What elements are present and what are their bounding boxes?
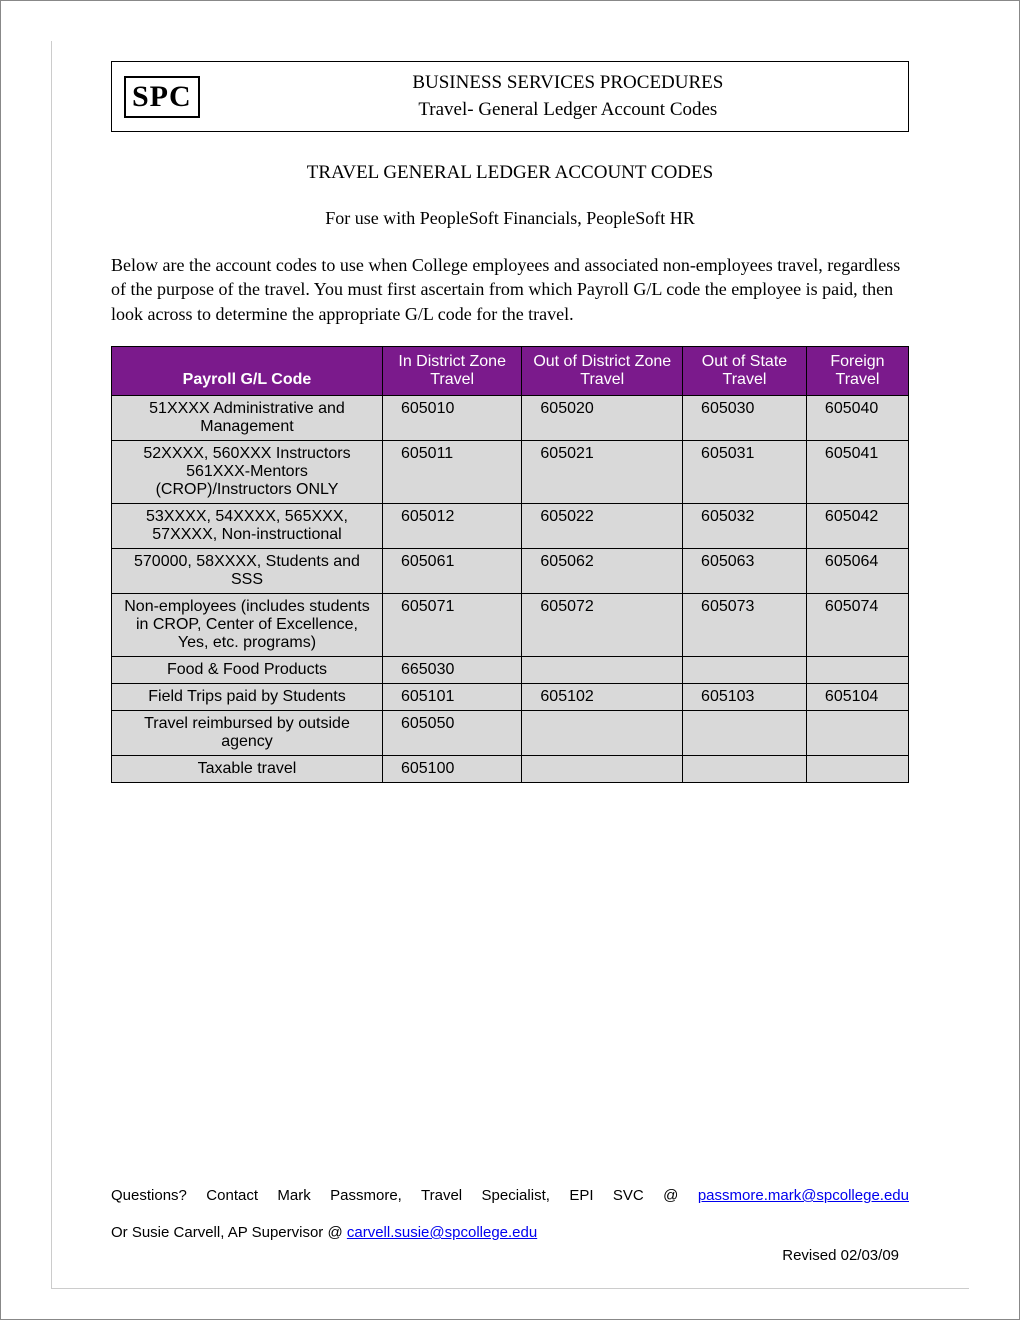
col-header-outdistrict: Out of District Zone Travel [522,347,683,396]
row-label: Travel reimbursed by outside agency [112,711,383,756]
table-row: Travel reimbursed by outside agency60505… [112,711,909,756]
document-title: TRAVEL GENERAL LEDGER ACCOUNT CODES [111,162,909,184]
col-header-outstate: Out of State Travel [683,347,807,396]
col-header-payroll: Payroll G/L Code [112,347,383,396]
content-area: SPC BUSINESS SERVICES PROCEDURES Travel-… [51,41,969,803]
code-cell [806,756,908,783]
code-cell [522,657,683,684]
table-row: Field Trips paid by Students605101605102… [112,684,909,711]
code-cell [683,756,807,783]
header-box: SPC BUSINESS SERVICES PROCEDURES Travel-… [111,61,909,132]
row-label: 51XXXX Administrative and Management [112,396,383,441]
code-cell: 605073 [683,594,807,657]
code-cell: 665030 [382,657,521,684]
table-row: Food & Food Products665030 [112,657,909,684]
code-cell: 605050 [382,711,521,756]
code-cell: 605010 [382,396,521,441]
code-cell: 605072 [522,594,683,657]
intro-paragraph: Below are the account codes to use when … [111,253,909,326]
code-cell: 605041 [806,441,908,504]
code-cell: 605022 [522,504,683,549]
footer: Questions? Contact Mark Passmore, Travel… [111,1187,909,1264]
row-label: Field Trips paid by Students [112,684,383,711]
code-cell: 605061 [382,549,521,594]
row-label: 570000, 58XXXX, Students and SSS [112,549,383,594]
row-label: Food & Food Products [112,657,383,684]
code-cell: 605021 [522,441,683,504]
code-cell: 605011 [382,441,521,504]
footer-contact-1: Questions? Contact Mark Passmore, Travel… [111,1187,909,1204]
code-cell: 605102 [522,684,683,711]
table-row: 53XXXX, 54XXXX, 565XXX, 57XXXX, Non-inst… [112,504,909,549]
header-line1: BUSINESS SERVICES PROCEDURES [412,72,723,93]
header-line2: Travel- General Ledger Account Codes [418,99,717,120]
row-label: 52XXXX, 560XXX Instructors 561XXX-Mentor… [112,441,383,504]
code-cell [683,711,807,756]
code-cell: 605040 [806,396,908,441]
code-cell: 605032 [683,504,807,549]
header-text: BUSINESS SERVICES PROCEDURES Travel- Gen… [240,70,896,123]
table-row: 570000, 58XXXX, Students and SSS60506160… [112,549,909,594]
code-cell: 605031 [683,441,807,504]
revised-date: Revised 02/03/09 [111,1247,909,1264]
email-link-2[interactable]: carvell.susie@spcollege.edu [347,1224,537,1241]
logo: SPC [124,76,200,118]
page: SPC BUSINESS SERVICES PROCEDURES Travel-… [0,0,1020,1320]
email-link-1[interactable]: passmore.mark@spcollege.edu [698,1187,909,1204]
code-cell [522,711,683,756]
row-label: Non-employees (includes students in CROP… [112,594,383,657]
footer-contact-2: Or Susie Carvell, AP Supervisor @ carvel… [111,1224,909,1241]
footer-or-prefix: Or Susie Carvell, AP Supervisor @ [111,1224,347,1241]
code-cell: 605074 [806,594,908,657]
code-cell: 605071 [382,594,521,657]
table-body: 51XXXX Administrative and Management6050… [112,396,909,783]
code-cell [806,657,908,684]
code-cell: 605063 [683,549,807,594]
table-row: 51XXXX Administrative and Management6050… [112,396,909,441]
codes-table: Payroll G/L Code In District Zone Travel… [111,346,909,783]
code-cell: 605042 [806,504,908,549]
code-cell: 605104 [806,684,908,711]
code-cell: 605062 [522,549,683,594]
table-header-row: Payroll G/L Code In District Zone Travel… [112,347,909,396]
footer-q-prefix: Questions? Contact Mark Passmore, Travel… [111,1187,698,1204]
col-header-indistrict: In District Zone Travel [382,347,521,396]
table-row: Non-employees (includes students in CROP… [112,594,909,657]
code-cell [683,657,807,684]
code-cell [806,711,908,756]
row-label: Taxable travel [112,756,383,783]
code-cell: 605100 [382,756,521,783]
code-cell: 605012 [382,504,521,549]
code-cell [522,756,683,783]
code-cell: 605064 [806,549,908,594]
code-cell: 605030 [683,396,807,441]
table-row: 52XXXX, 560XXX Instructors 561XXX-Mentor… [112,441,909,504]
code-cell: 605020 [522,396,683,441]
code-cell: 605101 [382,684,521,711]
table-row: Taxable travel605100 [112,756,909,783]
col-header-foreign: Foreign Travel [806,347,908,396]
row-label: 53XXXX, 54XXXX, 565XXX, 57XXXX, Non-inst… [112,504,383,549]
document-subtitle: For use with PeopleSoft Financials, Peop… [111,208,909,229]
code-cell: 605103 [683,684,807,711]
